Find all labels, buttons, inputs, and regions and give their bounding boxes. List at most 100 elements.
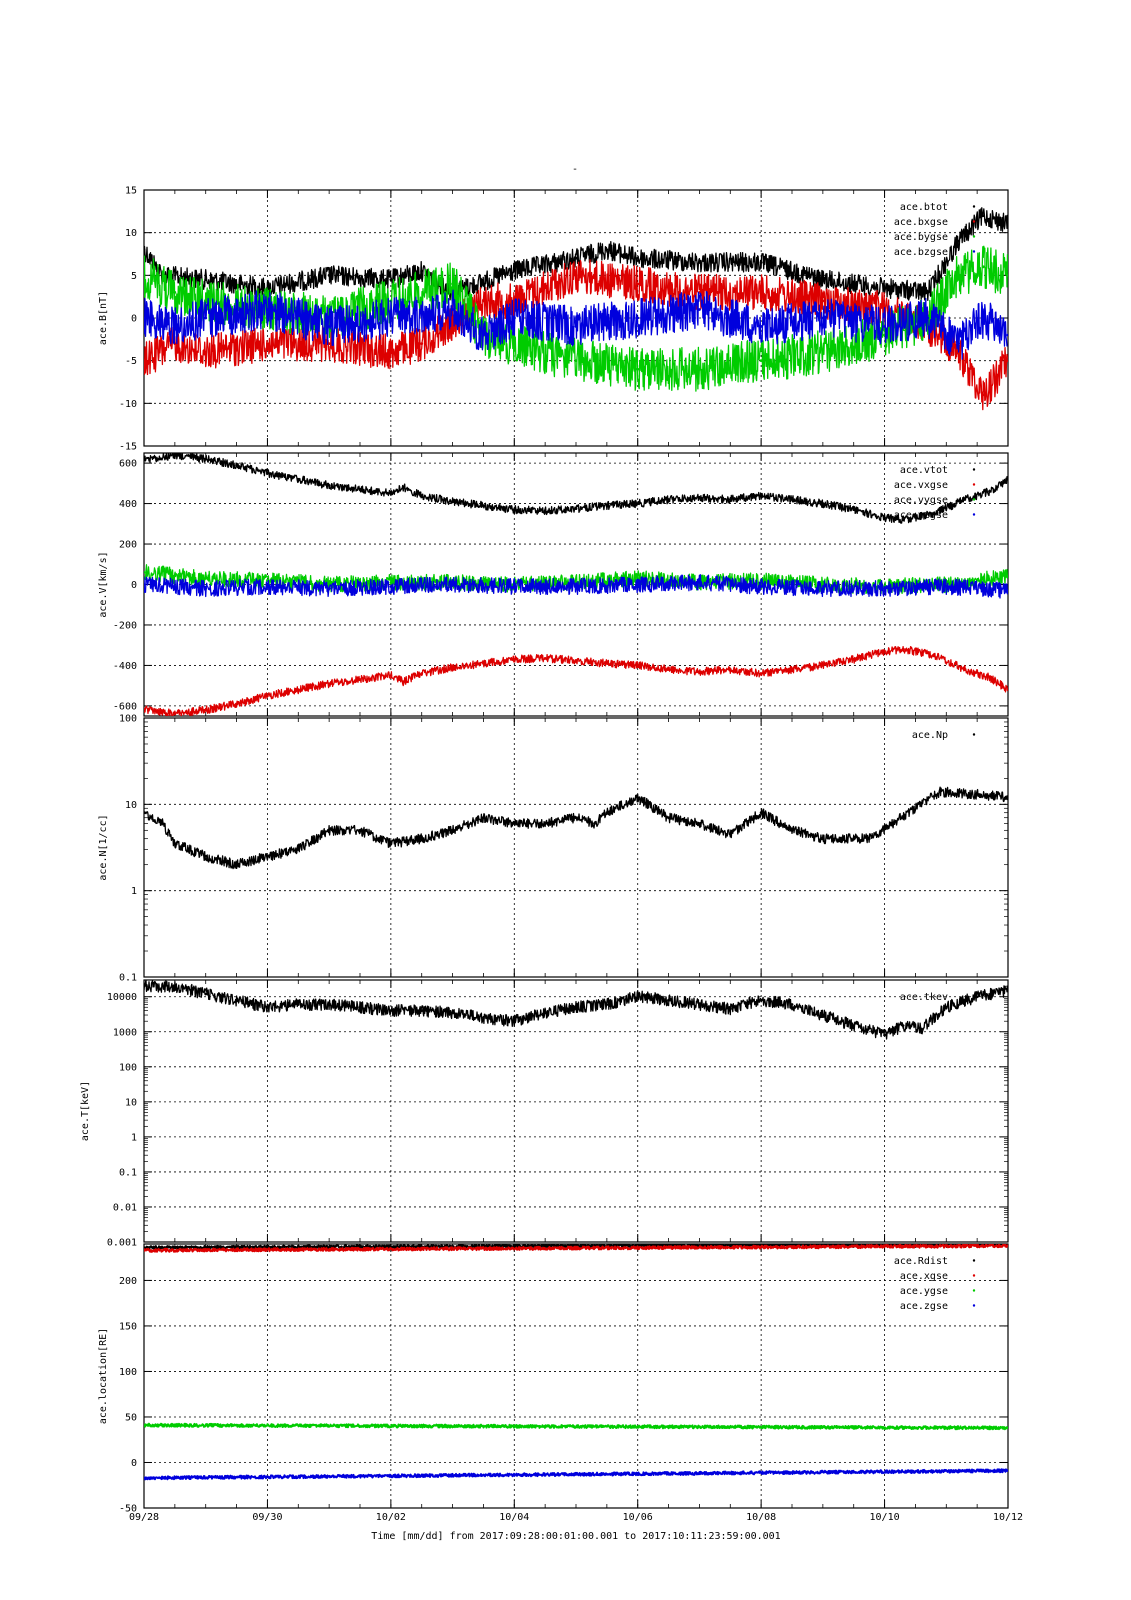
series-trace [144,645,1008,716]
data-point [790,498,794,501]
data-point [266,694,269,698]
data-point [926,316,930,320]
data-point [852,837,856,841]
data-point [1006,1469,1008,1473]
data-point [944,1005,948,1009]
series-trace [144,207,1008,302]
data-point [957,239,961,243]
series-ace-Np [144,786,1008,870]
data-point [821,664,825,667]
data-point [512,585,516,588]
data-point [266,471,269,475]
data-point [451,308,454,311]
data-point [821,583,825,586]
data-point [605,662,609,665]
data-point [957,273,961,277]
data-point [482,333,485,337]
y-tick-label: 0.1 [119,1167,137,1178]
legend-marker [972,483,976,486]
data-point [327,682,331,686]
data-point [605,811,609,815]
data-point [605,504,609,507]
y-tick-label: 10000 [107,992,137,1003]
data-point [512,342,516,345]
data-point [327,587,331,590]
data-point [981,316,985,320]
data-point [728,832,732,836]
plot-frame [143,717,1009,978]
series-trace [144,1422,1008,1431]
x-tick-label: 09/28 [129,1512,159,1523]
data-point [759,359,763,363]
series-ace-zgse [144,1468,1008,1481]
panel-5: 200 150 100 50 0 -50 ace.location[RE] ace.Rdist… [98,1243,1009,1515]
legend-marker [972,468,976,471]
series-trace [144,1468,1008,1481]
data-point [358,828,362,832]
data-point [821,1013,825,1017]
data-point [1006,477,1008,481]
data-point [698,1003,701,1006]
data-point [821,316,825,320]
data-point [482,504,485,507]
series-ace-vxgse [144,645,1008,716]
data-point [1006,1244,1008,1248]
data-point [790,828,794,832]
data-point [389,350,393,354]
panel-4: 10000 1000 100 10 1 0.1 0.01 0.001 ace.T[keV] ace… [80,979,1009,1249]
data-point [420,1009,424,1013]
data-point [574,256,578,260]
legend-marker [972,513,976,516]
data-point [401,485,405,489]
data-point [512,316,516,320]
data-point [593,822,596,825]
data-point [482,816,485,820]
legend-entry: ace.Np [912,730,948,741]
data-point [389,1009,393,1013]
data-point [173,453,177,457]
data-point [543,822,547,825]
y-tick-label: 200 [119,1276,137,1287]
y-tick-label: 50 [125,1412,137,1423]
data-point [728,1007,732,1011]
data-point [981,393,985,397]
data-point [1006,589,1008,592]
data-point [698,581,701,584]
x-tick-label: 10/06 [623,1512,653,1523]
series-trace [144,980,1008,1040]
y-axis-label: ace.T[keV] [80,1081,91,1141]
data-point [698,261,701,264]
data-point [327,342,331,345]
data-point [574,359,578,363]
data-point [574,658,578,662]
data-point [883,516,886,520]
data-point [144,707,146,711]
y-axis-label: ace.V[km/s] [98,551,109,617]
y-axis-label: ace.N[1/cc] [98,814,109,880]
data-point [1006,796,1008,799]
y-axis-label: ace.location[RE] [98,1328,109,1424]
y-tick-label: 0.1 [119,973,137,984]
data-point [266,1005,269,1009]
y-tick-label: 200 [119,540,137,551]
data-point [420,494,424,497]
series-ace-vzgse [144,574,1008,599]
data-point [327,1003,331,1006]
data-point [173,291,177,294]
legend-entry: ace.ygse [900,1286,948,1297]
data-point [821,837,825,841]
data-point [204,577,208,580]
data-point [389,316,393,320]
data-point [636,583,640,586]
data-point [698,822,701,825]
data-point [759,291,763,294]
data-point [759,672,763,675]
legend-marker [972,1289,976,1292]
y-tick-label: 400 [119,499,137,510]
series-trace [144,453,1008,524]
data-point [358,488,362,491]
data-point [389,278,393,281]
data-point [636,367,640,371]
data-point [389,492,393,495]
data-point [204,316,208,320]
